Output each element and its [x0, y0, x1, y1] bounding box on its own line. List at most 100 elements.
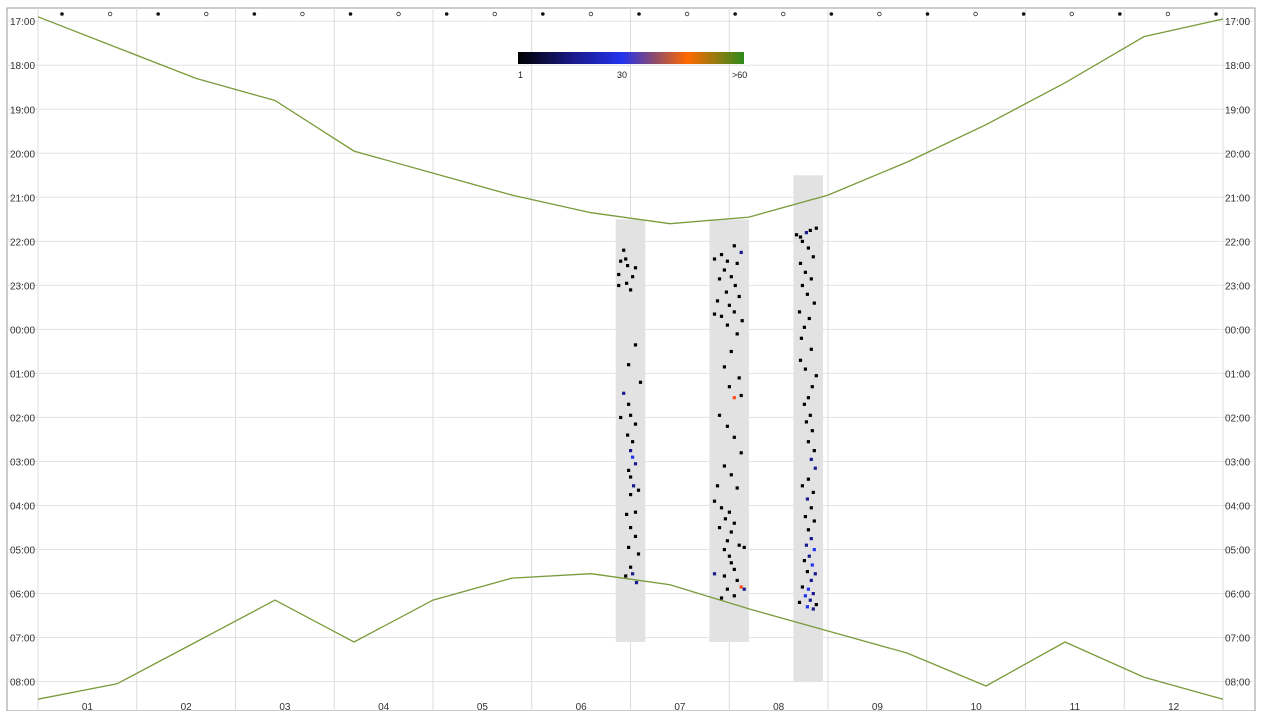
detection-cell: [622, 248, 626, 252]
detection-cell: [808, 598, 812, 602]
detection-cell: [619, 415, 623, 420]
detection-cell: [631, 440, 635, 444]
detection-cell: [814, 603, 818, 607]
detection-cell: [633, 510, 638, 514]
detection-cells: [617, 226, 818, 611]
y-tick-label-left: 00:00: [10, 325, 35, 336]
x-tick-label: 10: [971, 702, 983, 711]
new-moon-marker: [781, 11, 786, 17]
y-tick-label-left: 02:00: [10, 413, 35, 424]
y-tick-label-right: 19:00: [1225, 105, 1250, 116]
detection-cell: [632, 484, 636, 488]
detection-cell: [812, 301, 816, 305]
x-tick-label: 12: [1168, 702, 1180, 711]
detection-cell: [812, 449, 816, 453]
detection-cell: [725, 424, 729, 428]
sampling-period-bar: [709, 219, 749, 642]
x-tick-label: 07: [674, 702, 686, 711]
full-moon-marker: [1118, 12, 1122, 16]
detection-cell: [636, 552, 641, 556]
colorbar-label-max: >60: [732, 70, 747, 80]
full-moon-marker: [252, 12, 257, 16]
detection-cell: [729, 349, 733, 354]
detection-cell: [732, 396, 736, 400]
new-moon-marker: [1165, 11, 1171, 17]
detection-cell: [732, 310, 736, 314]
detection-cell: [812, 519, 816, 523]
detection-cell: [799, 336, 803, 340]
detection-cell: [814, 226, 818, 230]
detection-cell: [742, 587, 746, 591]
new-moon-marker: [107, 11, 113, 17]
y-axis-left: 17:00 18:00 19:00 20:00 21:00 22:00 23:00 00:00…: [10, 17, 35, 688]
detection-cell: [813, 466, 817, 470]
full-moon-marker: [1214, 12, 1218, 16]
detection-cell: [719, 506, 724, 510]
detection-cell: [739, 393, 743, 398]
x-tick-label: 04: [378, 702, 390, 711]
detection-cell: [633, 266, 638, 270]
y-tick-label-left: 08:00: [10, 678, 35, 689]
detection-cell: [625, 512, 629, 516]
detection-cell: [813, 572, 817, 576]
detection-cell: [626, 264, 630, 268]
new-moon-marker: [684, 11, 690, 17]
detection-cell: [627, 402, 631, 406]
detection-cell: [807, 316, 811, 321]
sampling-periods: [615, 175, 824, 682]
detection-cell: [625, 281, 629, 285]
y-tick-label-right: 06:00: [1225, 590, 1250, 601]
y-tick-label-left: 03:00: [10, 457, 35, 468]
colorbar-legend: 1 30 >60: [518, 52, 747, 80]
detection-cell: [629, 449, 633, 453]
detection-cell: [735, 261, 739, 265]
detection-cell: [631, 572, 635, 576]
detection-cell: [811, 592, 815, 596]
twilight-curves: [37, 16, 1224, 700]
x-tick-label: 11: [1070, 702, 1081, 711]
detection-cell: [729, 473, 733, 477]
detection-cell: [629, 475, 633, 479]
full-moon-marker: [444, 12, 449, 16]
detection-cell: [809, 506, 813, 510]
detection-cell: [627, 545, 631, 549]
detection-cell: [811, 255, 815, 259]
x-tick-label: 01: [82, 702, 94, 711]
detection-cell: [806, 477, 810, 481]
detection-cell: [629, 526, 633, 530]
detection-cell: [617, 283, 621, 288]
new-moon-marker: [973, 11, 978, 17]
full-moon-marker: [1021, 12, 1026, 16]
y-tick-label-right: 04:00: [1225, 501, 1250, 512]
detection-cell: [803, 367, 807, 371]
detection-cell: [722, 548, 726, 552]
detection-cell: [811, 490, 815, 494]
detection-cell: [802, 325, 806, 329]
detection-cell: [798, 235, 803, 239]
detection-cell: [740, 319, 744, 323]
detection-cell: [806, 440, 810, 444]
detection-cell: [629, 413, 633, 417]
detection-cell: [722, 574, 726, 578]
detection-cell: [717, 526, 722, 530]
y-tick-label-left: 06:00: [10, 590, 35, 601]
detection-cell: [719, 253, 724, 257]
detection-cell: [729, 530, 733, 534]
detection-cell: [810, 385, 814, 389]
y-tick-label-left: 23:00: [10, 281, 35, 292]
detection-cell: [732, 435, 736, 439]
detection-cell: [806, 528, 810, 532]
detection-cell: [727, 385, 731, 389]
detection-cell: [622, 391, 626, 395]
y-tick-label-right: 21:00: [1225, 193, 1250, 204]
detection-cell: [803, 515, 807, 519]
y-tick-label-right: 18:00: [1225, 61, 1250, 72]
detection-cell: [727, 554, 731, 558]
y-tick-label-right: 00:00: [1225, 325, 1250, 336]
x-axis: 01 02 03 04 05 06 07 08 09 10 11 12: [82, 702, 1180, 711]
detection-cell: [619, 259, 623, 263]
y-tick-label-left: 05:00: [10, 546, 35, 557]
y-tick-label-left: 18:00: [10, 61, 35, 72]
colorbar-label-mid: 30: [617, 70, 627, 80]
new-moon-marker: [204, 11, 209, 17]
